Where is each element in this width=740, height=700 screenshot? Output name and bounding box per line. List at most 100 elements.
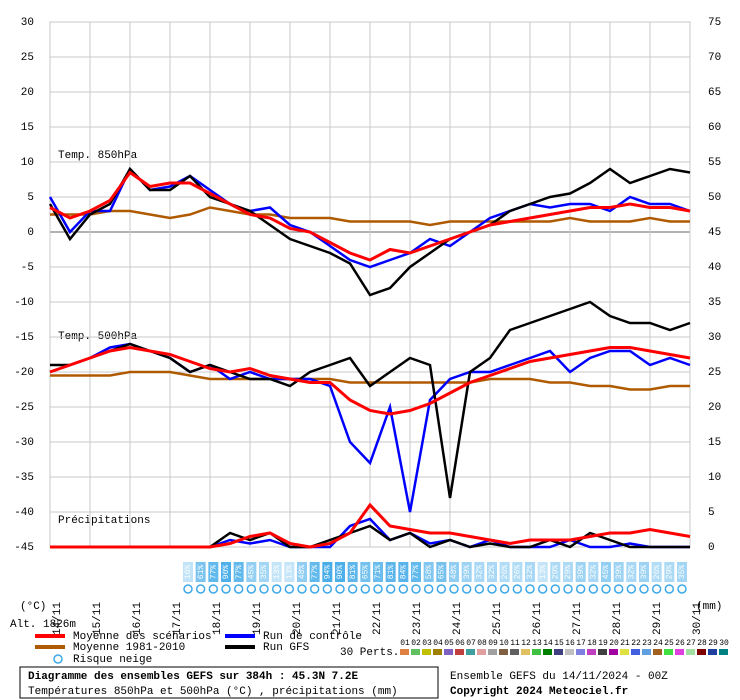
legend-label: Run GFS	[263, 642, 310, 654]
series-line	[50, 206, 690, 227]
snow-risk-box	[335, 562, 345, 582]
snowflake	[297, 584, 307, 594]
series-line	[50, 502, 691, 549]
y-tick-label: 20	[21, 87, 34, 99]
member-label: 24	[653, 639, 663, 648]
snow-risk-label: 13%	[539, 565, 548, 580]
snowflake	[563, 584, 573, 594]
snow-risk-box	[284, 562, 295, 582]
snow-risk-box	[385, 562, 396, 582]
legend-label: Moyenne des scénarios	[73, 631, 212, 643]
y2-tick-label: 45	[708, 227, 721, 239]
legend-snowflake	[53, 654, 63, 664]
member-label: 09	[488, 639, 498, 648]
snow-risk-label: 29%	[665, 565, 674, 580]
annotation: Précipitations	[58, 515, 150, 527]
legend-label: Risque neige	[73, 654, 152, 666]
axis-unit: (°C)	[20, 601, 46, 613]
snow-risk-box	[651, 562, 662, 582]
snowflake	[613, 584, 624, 594]
member-label: 22	[631, 639, 641, 648]
snow-risk-label: 32%	[488, 565, 497, 580]
series-line	[48, 166, 691, 297]
y2-tick-label: 40	[708, 262, 721, 274]
y2-tick-label: 35	[708, 297, 721, 309]
y-tick-label: 30	[21, 17, 34, 29]
snowflake	[335, 584, 345, 594]
snow-risk-box	[601, 562, 611, 582]
y-tick-label: -20	[14, 367, 34, 379]
x-tick-label: 28/11	[612, 602, 624, 635]
snowflake	[639, 584, 649, 594]
snow-risk-label: 65%	[437, 565, 446, 580]
snowflake	[525, 584, 535, 594]
snow-risk-label: 81%	[349, 565, 358, 580]
member-label: 07	[466, 639, 476, 648]
snow-risk-label: 77%	[311, 565, 320, 580]
footer-title: Diagramme des ensembles GEFS sur 384h : …	[28, 671, 358, 683]
x-tick-label: 18/11	[212, 602, 224, 635]
snowflake	[246, 584, 257, 594]
snow-risk-box	[233, 562, 244, 582]
member-label: 14	[543, 639, 553, 648]
snowflake	[512, 584, 523, 594]
snow-risk-label: 39%	[463, 565, 472, 580]
member-swatch	[653, 649, 662, 655]
member-swatch	[477, 649, 486, 655]
snowflake	[626, 584, 637, 594]
series-line	[50, 370, 690, 391]
member-swatch	[620, 649, 629, 655]
snowflake	[487, 584, 497, 594]
member-swatch	[719, 649, 728, 655]
snow-risk-box	[423, 562, 434, 582]
y-tick-label: 25	[21, 52, 34, 64]
snow-risk-label: 29%	[551, 565, 560, 580]
snowflake	[309, 584, 320, 594]
y-tick-label: -30	[14, 437, 34, 449]
snowflake	[436, 584, 447, 594]
snowflake	[373, 584, 383, 594]
x-tick-label: 15/11	[92, 602, 104, 635]
snow-risk-label: 58%	[425, 565, 434, 580]
annotation: Temp. 850hPa	[58, 150, 138, 162]
member-label: 21	[620, 639, 630, 648]
member-swatch	[576, 649, 585, 655]
snow-risk-box	[487, 562, 497, 582]
member-swatch	[697, 649, 706, 655]
y-tick-label: -45	[14, 542, 34, 554]
snow-risk-label: 48%	[298, 565, 307, 580]
x-tick-label: 21/11	[332, 602, 344, 635]
member-swatch	[642, 649, 651, 655]
member-swatch	[708, 649, 717, 655]
snow-risk-label: 90%	[336, 565, 345, 580]
x-tick-label: 29/11	[652, 602, 664, 635]
snowflake	[183, 584, 193, 594]
member-label: 01	[400, 639, 410, 648]
x-tick-label: 24/11	[452, 602, 464, 635]
member-swatch	[565, 649, 574, 655]
y2-tick-label: 15	[708, 437, 721, 449]
snowflake	[411, 584, 421, 594]
snow-risk-box	[626, 562, 637, 582]
member-label: 05	[444, 639, 454, 648]
member-label: 27	[686, 639, 696, 648]
y-tick-label: -10	[14, 297, 34, 309]
member-swatch	[532, 649, 541, 655]
snow-risk-label: 39%	[577, 565, 586, 580]
y-tick-label: -15	[14, 332, 34, 344]
snow-risk-box	[297, 562, 307, 582]
y-tick-label: -40	[14, 507, 34, 519]
member-swatch	[411, 649, 420, 655]
member-swatch	[499, 649, 508, 655]
perturbations-label: 30 Perts.	[340, 647, 399, 659]
snowflake	[195, 584, 206, 594]
snowflake	[575, 584, 586, 594]
snow-risk-label: 45%	[247, 565, 256, 580]
snow-risk-label: 32%	[526, 565, 535, 580]
snow-risk-label: 32%	[475, 565, 484, 580]
snow-risk-label: 71%	[374, 565, 383, 580]
snow-risk-label: 32%	[589, 565, 598, 580]
member-swatch	[631, 649, 640, 655]
x-tick-label: 22/11	[372, 602, 384, 635]
